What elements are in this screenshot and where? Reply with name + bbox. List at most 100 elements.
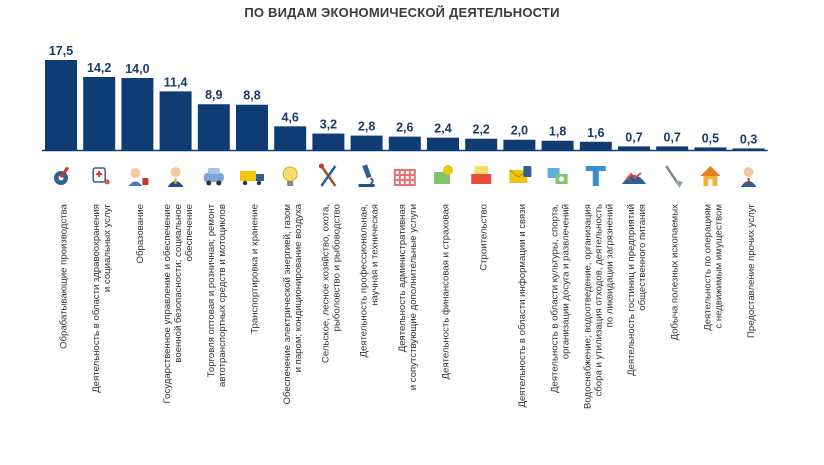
bar bbox=[618, 146, 650, 150]
value-label: 14,0 bbox=[125, 62, 149, 76]
mail-icon bbox=[509, 166, 532, 183]
category-label: Торговля оптовая и розничная; ремонтавто… bbox=[206, 203, 228, 387]
category-label-line: и паром; кондиционирование воздуха bbox=[293, 203, 304, 372]
category-label-line: научная и техническая bbox=[370, 204, 381, 306]
tie-shape bbox=[747, 178, 750, 184]
window-shape bbox=[410, 181, 414, 184]
tool-handle-shape bbox=[320, 165, 337, 187]
icons-group bbox=[54, 163, 757, 188]
category-label: Деятельность гостиниц и предприятийобщес… bbox=[626, 204, 648, 376]
bar bbox=[45, 60, 77, 150]
category-label-line: обеспечение bbox=[184, 204, 195, 261]
mining-icon bbox=[665, 165, 684, 188]
hammer-shape bbox=[59, 166, 70, 179]
value-label: 2,8 bbox=[358, 120, 375, 134]
category-label-line: сбора и утилизация отходов, деятельность bbox=[593, 204, 604, 397]
value-label: 2,2 bbox=[473, 123, 490, 137]
bar bbox=[503, 139, 536, 150]
teacher-icon bbox=[128, 168, 149, 186]
car-top-shape bbox=[207, 168, 220, 174]
category-label: Деятельность административнаяи сопутству… bbox=[397, 204, 419, 390]
category-label: Деятельность по операциямс недвижимым им… bbox=[702, 204, 724, 331]
microscope-icon bbox=[358, 164, 375, 187]
value-label: 3,2 bbox=[320, 118, 337, 132]
value-label: 11,4 bbox=[164, 75, 188, 89]
category-label-line: общественного питания bbox=[637, 204, 648, 311]
category-label-line: Деятельность финансовая и страховая bbox=[441, 204, 452, 379]
window-shape bbox=[395, 181, 399, 184]
category-labels-group: Обрабатывающие производства Деятельность … bbox=[59, 203, 758, 409]
category-label-line: по ликвидации загрязнений bbox=[604, 204, 615, 327]
category-label-line: Предоставление прочих услуг bbox=[746, 203, 757, 338]
microscope-tube-shape bbox=[362, 164, 372, 179]
value-label: 8,9 bbox=[205, 88, 222, 102]
bar bbox=[694, 147, 727, 150]
window-shape bbox=[395, 171, 399, 174]
category-label-line: Образование bbox=[135, 204, 146, 263]
category-label: Обрабатывающие производства bbox=[59, 203, 70, 349]
category-label-line: Государственное управление и обеспечение bbox=[162, 204, 173, 403]
stethoscope-shape bbox=[104, 179, 110, 185]
bar bbox=[83, 76, 116, 150]
gear-hammer-icon bbox=[54, 166, 70, 185]
bar bbox=[197, 104, 230, 150]
tool-tip-shape bbox=[318, 163, 324, 169]
window-shape bbox=[400, 171, 404, 174]
ball-shape bbox=[559, 176, 565, 182]
bar bbox=[427, 137, 459, 150]
coin-shape bbox=[443, 165, 453, 175]
house-icon bbox=[700, 166, 721, 186]
official-icon bbox=[167, 167, 184, 187]
category-label: Деятельность профессиональная,научная и … bbox=[359, 204, 381, 358]
bar bbox=[388, 136, 421, 150]
category-label-line: Обрабатывающие производства bbox=[59, 203, 70, 349]
category-label-line: и сопутствующие дополнительные услуги bbox=[408, 204, 419, 390]
category-label-line: Деятельность в области информации и связ… bbox=[517, 204, 528, 408]
category-label-line: Деятельность по операциям bbox=[702, 204, 713, 331]
phone-shape bbox=[523, 166, 532, 177]
water-pipe-icon bbox=[585, 166, 606, 186]
tools-icon bbox=[318, 163, 337, 187]
building-shape bbox=[393, 169, 416, 186]
wheel-shape bbox=[206, 180, 212, 186]
category-label-line: организации досуга и развлечений bbox=[561, 204, 572, 359]
bricks-shape bbox=[471, 174, 492, 184]
category-label: Обеспечение электрической энергией, газо… bbox=[282, 203, 304, 404]
book-shape bbox=[142, 178, 149, 185]
bar bbox=[732, 148, 765, 150]
shovel-blade-shape bbox=[675, 180, 684, 188]
category-label-line: Деятельность гостиниц и предприятий bbox=[626, 204, 637, 376]
bar bbox=[541, 140, 574, 150]
bar bbox=[465, 138, 498, 150]
truck-icon bbox=[240, 171, 264, 186]
culture-icon bbox=[547, 168, 568, 184]
value-label: 0,3 bbox=[740, 132, 757, 146]
window-shape bbox=[400, 181, 404, 184]
car-icon bbox=[203, 168, 224, 186]
category-label: Транспортировка и хранение bbox=[250, 204, 261, 334]
window-shape bbox=[405, 176, 409, 179]
medical-stethoscope-icon bbox=[92, 167, 110, 185]
category-label-line: автотранспортных средств и мотоциклов bbox=[217, 204, 228, 387]
bulb-shape bbox=[282, 166, 298, 182]
body-shape bbox=[128, 181, 143, 186]
bulb-base-shape bbox=[287, 181, 294, 186]
bar bbox=[350, 135, 383, 150]
bar bbox=[579, 141, 612, 150]
value-label: 14,2 bbox=[87, 61, 111, 75]
hotel-icon bbox=[622, 172, 646, 184]
category-label-line: Обеспечение электрической энергией, газо… bbox=[282, 204, 293, 404]
value-labels-group: 17,5 14,2 14,0 11,4 8,9 8,8 4,6 3,2 2,8 2,6 2,4 2,2… bbox=[49, 44, 758, 146]
window-shape bbox=[400, 176, 404, 179]
category-label: Строительство bbox=[479, 204, 490, 271]
bar bbox=[159, 91, 192, 150]
category-label: Деятельность в области культуры, спорта,… bbox=[550, 204, 572, 393]
head-shape bbox=[130, 168, 141, 178]
wheel-shape bbox=[242, 180, 248, 186]
window-shape bbox=[405, 181, 409, 184]
value-label: 2,4 bbox=[434, 122, 451, 136]
category-label: Государственное управление и обеспечение… bbox=[162, 204, 195, 403]
window-shape bbox=[395, 176, 399, 179]
bar bbox=[121, 78, 154, 150]
lightbulb-icon bbox=[282, 166, 298, 186]
